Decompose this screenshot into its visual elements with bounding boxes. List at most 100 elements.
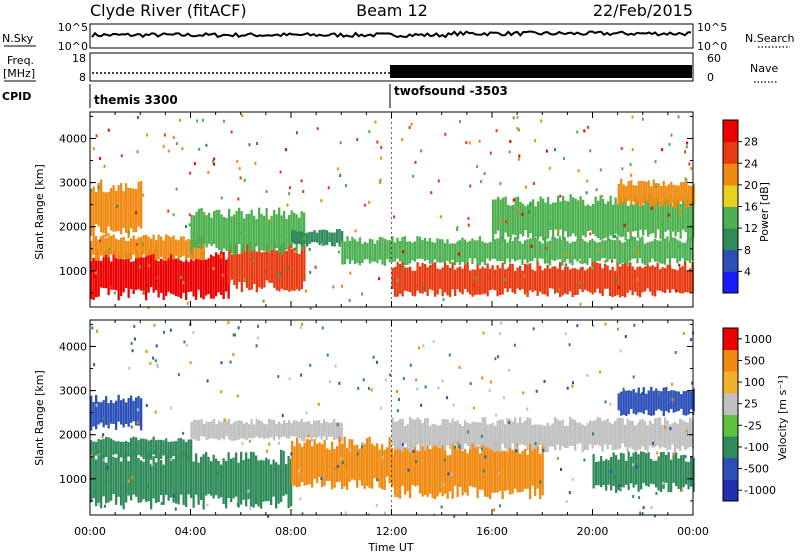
date-title: 22/Feb/2015 bbox=[593, 1, 693, 20]
heatmap-cell bbox=[547, 196, 550, 239]
heatmap-cell bbox=[598, 242, 602, 261]
heatmap-cell bbox=[646, 264, 649, 289]
heatmap-cell bbox=[589, 420, 592, 445]
scatter-cell bbox=[483, 172, 486, 176]
heatmap-cell bbox=[556, 419, 559, 445]
scatter-cell bbox=[185, 225, 187, 228]
heatmap-cell bbox=[107, 458, 110, 503]
heatmap-cell bbox=[692, 388, 695, 412]
scatter-cell bbox=[621, 167, 624, 171]
heatmap-cell bbox=[100, 455, 103, 509]
scatter-cell bbox=[416, 387, 419, 391]
heatmap-cell bbox=[576, 422, 579, 444]
scatter-cell bbox=[277, 273, 280, 277]
scatter-cell bbox=[652, 441, 654, 445]
heatmap-cell bbox=[641, 267, 644, 293]
heatmap-cell bbox=[519, 417, 522, 445]
scatter-cell bbox=[558, 422, 561, 426]
heatmap-cell bbox=[321, 444, 324, 488]
heatmap-cell bbox=[243, 251, 246, 282]
heatmap-cell bbox=[429, 265, 432, 290]
heatmap-cell bbox=[295, 252, 298, 290]
colorbar-tick-label: -100 bbox=[744, 441, 769, 454]
x-tick-label: 12:00 bbox=[376, 525, 408, 538]
scatter-cell bbox=[239, 176, 242, 180]
heatmap-cell bbox=[689, 201, 692, 241]
heatmap-cell bbox=[240, 245, 243, 293]
scatter-cell bbox=[247, 489, 250, 493]
scatter-cell bbox=[599, 168, 602, 172]
scatter-cell bbox=[528, 210, 531, 214]
heatmap-cell bbox=[563, 237, 567, 263]
heatmap-cell bbox=[511, 241, 514, 260]
heatmap-cell bbox=[142, 438, 145, 460]
heatmap-cell bbox=[531, 424, 534, 451]
y-tick-label: 4000 bbox=[59, 340, 87, 353]
heatmap-cell bbox=[541, 425, 544, 446]
scatter-cell bbox=[99, 157, 102, 160]
scatter-cell bbox=[133, 324, 136, 328]
heatmap-cell bbox=[361, 442, 364, 486]
scatter-cell bbox=[339, 174, 342, 177]
scatter-cell bbox=[422, 344, 425, 348]
y-tick-label: 4000 bbox=[59, 132, 87, 145]
scatter-cell bbox=[526, 407, 529, 411]
heatmap-cell bbox=[125, 183, 128, 233]
heatmap-cell bbox=[689, 417, 692, 447]
heatmap-band bbox=[90, 394, 143, 431]
heatmap-cell bbox=[509, 263, 512, 289]
heatmap-cell bbox=[283, 247, 286, 291]
heatmap-cell bbox=[401, 262, 404, 297]
heatmap-cell bbox=[518, 241, 522, 260]
heatmap-cell bbox=[222, 458, 225, 504]
heatmap-cell bbox=[620, 391, 623, 416]
heatmap-cell bbox=[185, 455, 188, 507]
heatmap-cell bbox=[454, 421, 457, 445]
heatmap-cell bbox=[185, 240, 188, 261]
scatter-cell bbox=[637, 252, 640, 256]
heatmap-cell bbox=[677, 391, 680, 411]
heatmap-cell bbox=[620, 452, 623, 488]
heatmap-cell bbox=[459, 266, 462, 293]
scatter-cell bbox=[611, 259, 613, 263]
heatmap-cell bbox=[584, 205, 587, 238]
heatmap-cell bbox=[471, 440, 474, 488]
heatmap-cell bbox=[481, 417, 484, 445]
heatmap-cell bbox=[140, 438, 143, 457]
heatmap-cell bbox=[338, 229, 341, 247]
scatter-cell bbox=[305, 411, 308, 415]
heatmap-cell bbox=[321, 229, 324, 244]
heatmap-cell bbox=[338, 436, 341, 482]
heatmap-cell bbox=[428, 238, 432, 264]
scatter-cell bbox=[576, 324, 579, 328]
heatmap-cell bbox=[483, 242, 487, 266]
scatter-cell bbox=[189, 171, 192, 175]
heatmap-cell bbox=[137, 440, 140, 455]
heatmap-band bbox=[617, 178, 695, 209]
heatmap-cell bbox=[117, 239, 120, 260]
heatmap-cell bbox=[288, 243, 291, 292]
heatmap-cell bbox=[514, 417, 517, 450]
heatmap-cell bbox=[501, 419, 504, 444]
heatmap-cell bbox=[443, 242, 447, 265]
heatmap-band bbox=[291, 229, 344, 247]
scatter-cell bbox=[619, 349, 622, 353]
scatter-cell bbox=[655, 185, 658, 189]
heatmap-cell bbox=[665, 186, 668, 202]
heatmap-cell bbox=[625, 185, 628, 202]
heatmap-cell bbox=[611, 239, 614, 260]
heatmap-cell bbox=[152, 234, 155, 255]
colorbar-tick-label: 28 bbox=[744, 136, 758, 149]
heatmap-cell bbox=[105, 396, 108, 425]
scatter-cell bbox=[532, 327, 535, 331]
heatmap-cell bbox=[454, 269, 457, 296]
heatmap-cell bbox=[494, 425, 497, 453]
scatter-cell bbox=[248, 143, 251, 147]
heatmap-cell bbox=[671, 423, 674, 445]
heatmap-cell bbox=[127, 251, 130, 298]
heatmap-cell bbox=[631, 236, 634, 259]
scatter-cell bbox=[568, 491, 571, 495]
scatter-cell bbox=[473, 283, 475, 287]
scatter-cell bbox=[453, 514, 456, 518]
scatter-cell bbox=[332, 285, 335, 289]
